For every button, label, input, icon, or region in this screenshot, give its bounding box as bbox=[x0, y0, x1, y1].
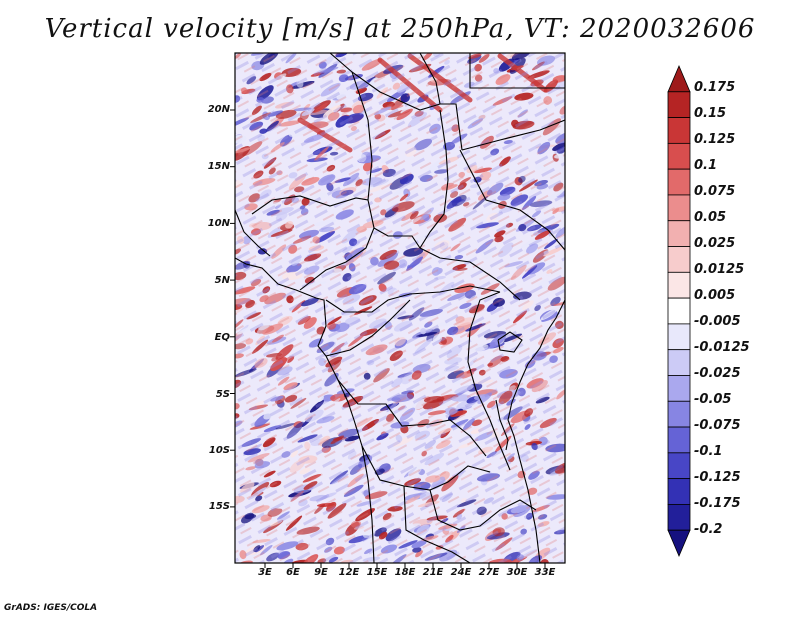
colorbar-swatch bbox=[667, 117, 691, 144]
colorbar-swatch bbox=[667, 323, 691, 351]
colorbar-swatch bbox=[667, 349, 691, 376]
colorbar-label: 0.125 bbox=[694, 132, 736, 147]
border-libya-chad bbox=[329, 53, 441, 111]
colorbar-swatch bbox=[667, 194, 691, 222]
x-tick-label: 6E bbox=[286, 567, 300, 578]
colorbar-swatch bbox=[667, 142, 691, 170]
colorbar-label: -0.025 bbox=[694, 366, 741, 381]
colorbar-swatch bbox=[667, 168, 691, 196]
y-tick-label: 20N bbox=[207, 104, 230, 115]
x-tick-label: 9E bbox=[314, 567, 328, 578]
colorbar-label: 0.075 bbox=[694, 184, 736, 199]
colorbar-label: 0.005 bbox=[694, 288, 736, 303]
map-title: Vertical velocity [m/s] at 250hPa, VT: 2… bbox=[44, 14, 756, 44]
x-tick-label: 15E bbox=[366, 567, 388, 578]
border-nigeria bbox=[251, 195, 375, 291]
colorbar-label: -0.05 bbox=[694, 392, 732, 407]
x-tick-label: 33E bbox=[534, 567, 556, 578]
colorbar-swatch bbox=[667, 297, 691, 325]
colorbar-swatch bbox=[667, 91, 691, 118]
x-tick-label: 3E bbox=[258, 567, 272, 578]
colorbar-label: -0.005 bbox=[694, 314, 741, 329]
colorbar-label: 0.025 bbox=[694, 236, 736, 251]
colorbar-label: -0.175 bbox=[694, 496, 741, 511]
colorbar-swatch bbox=[667, 529, 691, 558]
colorbar-swatch bbox=[667, 246, 691, 273]
coastline-west-africa bbox=[235, 257, 375, 563]
colorbar-swatch bbox=[667, 375, 691, 402]
colorbar-swatch bbox=[667, 478, 691, 505]
coastline-east-africa bbox=[507, 299, 565, 563]
border-ne-corner bbox=[469, 53, 565, 89]
colorbar-label: 0.15 bbox=[694, 106, 727, 121]
colorbar-label: -0.0125 bbox=[694, 340, 750, 355]
border-botswana bbox=[403, 485, 471, 563]
colorbar-swatch bbox=[667, 271, 691, 299]
border-lake-victoria bbox=[497, 331, 523, 353]
border-drc-west bbox=[325, 299, 411, 357]
country-borders bbox=[235, 53, 565, 563]
colorbar-swatch bbox=[667, 64, 691, 93]
border-drc-east bbox=[467, 291, 511, 471]
x-tick-label: 30E bbox=[506, 567, 528, 578]
x-tick-label: 24E bbox=[450, 567, 472, 578]
y-tick-label: 10S bbox=[208, 445, 230, 456]
colorbar-label: -0.125 bbox=[694, 470, 741, 485]
colorbar-swatch bbox=[667, 400, 691, 428]
border-chad-sudan bbox=[419, 109, 449, 249]
colorbar-swatch bbox=[667, 504, 691, 531]
y-tick-label: 15N bbox=[207, 161, 230, 172]
y-tick-label: 5S bbox=[215, 389, 230, 400]
colorbar-label: -0.2 bbox=[694, 522, 723, 537]
colorbar-swatch bbox=[667, 452, 691, 480]
map-frame bbox=[234, 52, 566, 564]
colorbar bbox=[667, 64, 691, 558]
colorbar-swatch bbox=[667, 220, 691, 247]
border-egypt-sudan bbox=[461, 119, 565, 151]
border-niger-chad bbox=[351, 71, 373, 201]
x-tick-label: 12E bbox=[338, 567, 360, 578]
colorbar-label: 0.0125 bbox=[694, 262, 745, 277]
border-lake-tanganyika bbox=[495, 399, 509, 451]
colorbar-label: 0.175 bbox=[694, 80, 736, 95]
y-tick-label: 15S bbox=[208, 501, 230, 512]
border-cameroon-south bbox=[325, 285, 501, 313]
colorbar-label: 0.05 bbox=[694, 210, 727, 225]
border-drc-angola bbox=[337, 379, 487, 457]
colorbar-label: 0.1 bbox=[694, 158, 718, 173]
border-sudan-ethiopia bbox=[459, 149, 565, 251]
colorbar-label: -0.075 bbox=[694, 418, 741, 433]
colorbar-swatch bbox=[667, 426, 691, 454]
field-texture bbox=[235, 53, 565, 563]
border-zambia bbox=[429, 489, 537, 531]
axis-ticks bbox=[230, 109, 546, 568]
colorbar-label: -0.1 bbox=[694, 444, 723, 459]
border-car bbox=[373, 227, 521, 301]
x-tick-label: 27E bbox=[478, 567, 500, 578]
y-tick-label: EQ bbox=[214, 332, 230, 343]
credit-text: GrADS: IGES/COLA bbox=[4, 603, 98, 613]
y-tick-label: 10N bbox=[207, 218, 230, 229]
x-tick-label: 18E bbox=[394, 567, 416, 578]
x-tick-label: 21E bbox=[422, 567, 444, 578]
y-tick-label: 5N bbox=[214, 275, 230, 286]
border-west-africa-inner bbox=[235, 209, 271, 257]
